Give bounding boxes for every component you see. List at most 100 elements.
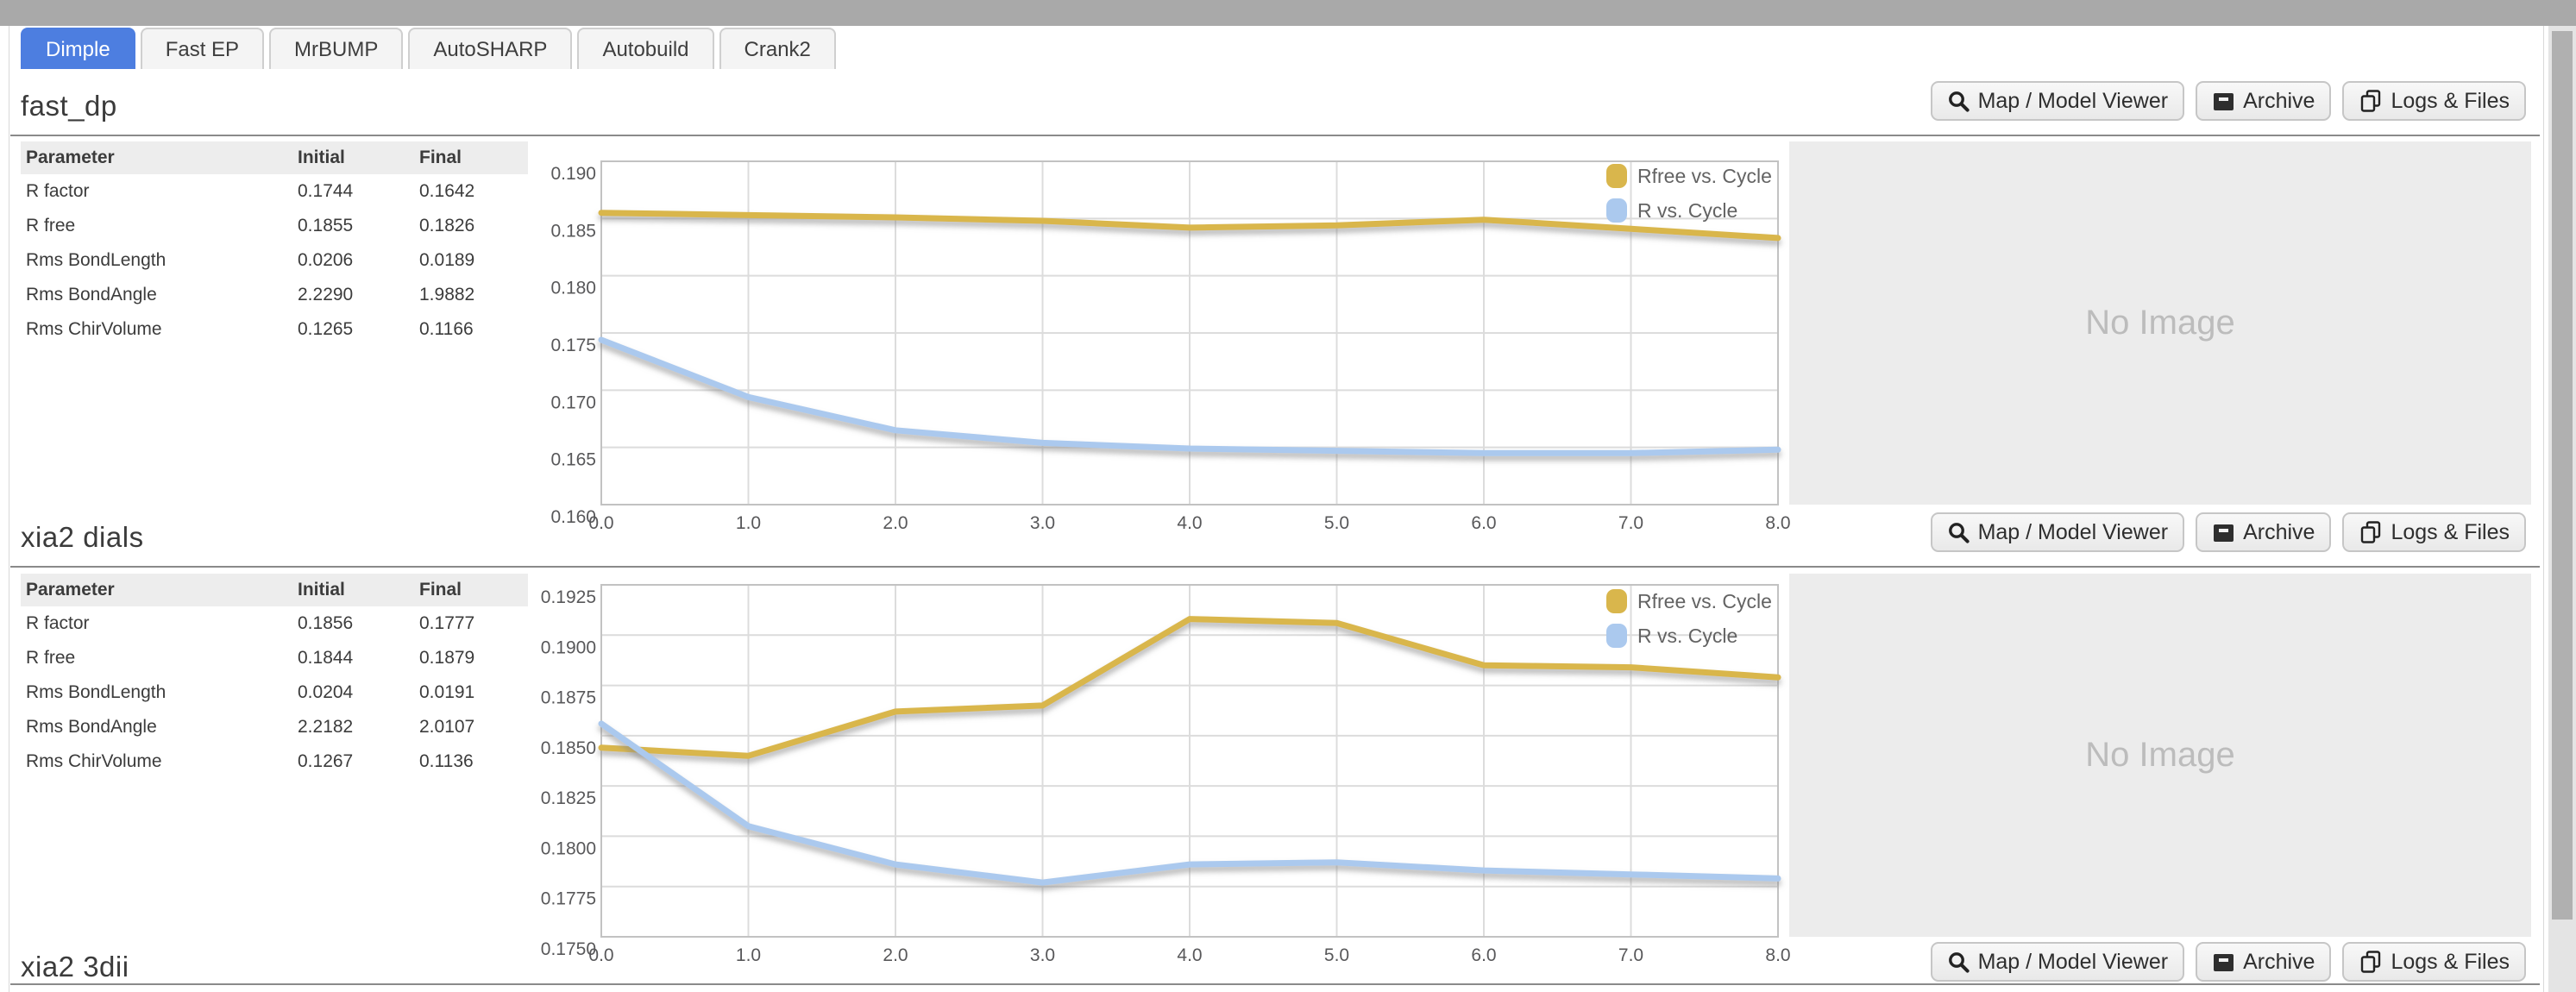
parameter-table-xia2-dials: Parameter Initial Final R factor 0.1856 0.… [21,574,528,779]
table-row: Rms ChirVolume 0.1267 0.1136 [26,751,474,771]
section-actions-xia2-3dii: Map / Model Viewer Archive Logs & Files [1930,942,2526,982]
svg-text:8.0: 8.0 [1765,513,1790,533]
tab-bar: Dimple Fast EP MrBUMP AutoSHARP Autobuild Cra… [21,28,836,69]
svg-text:3.0: 3.0 [1030,945,1055,965]
svg-text:0.1850: 0.1850 [541,738,596,758]
button-label: Map / Model Viewer [1977,949,2169,974]
no-image-label: No Image [2085,736,2235,774]
section-divider [10,135,2540,136]
copy-pages-icon [2359,520,2383,544]
section-divider [10,983,2540,985]
svg-text:0.1825: 0.1825 [541,788,596,808]
svg-text:0.1775: 0.1775 [541,889,596,909]
tab-autobuild[interactable]: Autobuild [577,28,714,69]
svg-text:5.0: 5.0 [1324,513,1349,533]
table-row: Rms ChirVolume 0.1265 0.1166 [26,319,474,339]
button-label: Map / Model Viewer [1977,88,2169,113]
button-label: Logs & Files [2391,949,2510,974]
table-header-row: Parameter Initial Final [21,141,528,174]
col-final: Final [419,148,462,167]
svg-text:7.0: 7.0 [1618,945,1643,965]
table-row: R free 0.1855 0.1826 [26,216,475,235]
tab-crank2[interactable]: Crank2 [719,28,836,69]
refinement-chart-fast-dp: 0.0 1.0 2.0 3.0 4.0 5.0 6.0 7.0 8.0 0.160 0.165 0.1… [550,160,1791,533]
table-row: R factor 0.1744 0.1642 [26,181,475,201]
button-label: Archive [2243,88,2315,113]
map-model-viewer-button[interactable]: Map / Model Viewer [1930,942,2185,982]
svg-text:0.190: 0.190 [550,164,596,184]
table-row: Rms BondAngle 2.2182 2.0107 [26,717,475,737]
svg-text:0.180: 0.180 [550,279,596,298]
button-label: Logs & Files [2391,88,2510,113]
archive-button[interactable]: Archive [2196,512,2332,552]
svg-text:1.0: 1.0 [736,513,761,533]
archive-box-icon [2212,90,2235,113]
col-parameter: Parameter [26,148,115,167]
logs-files-button[interactable]: Logs & Files [2342,512,2526,552]
tab-autosharp[interactable]: AutoSHARP [408,28,573,69]
svg-text:3.0: 3.0 [1030,513,1055,533]
table-row: R free 0.1844 0.1879 [26,648,475,668]
map-model-viewer-button[interactable]: Map / Model Viewer [1930,512,2185,552]
svg-text:4.0: 4.0 [1177,945,1202,965]
parameter-table-fast-dp: Parameter Initial Final R factor 0.1744 0.… [21,141,528,347]
table-header-row: Parameter Initial Final [21,574,528,606]
svg-text:6.0: 6.0 [1471,945,1496,965]
table-row: Rms BondLength 0.0204 0.0191 [26,682,475,702]
svg-text:0.0: 0.0 [588,513,613,533]
scrollbar[interactable] [2548,26,2576,992]
button-label: Archive [2243,949,2315,974]
svg-text:R vs. Cycle: R vs. Cycle [1637,199,1737,222]
section-actions-xia2-dials: Map / Model Viewer Archive Logs & Files [1930,512,2526,552]
no-image-label: No Image [2085,304,2235,342]
search-icon [1947,521,1970,544]
svg-text:8.0: 8.0 [1765,945,1790,965]
window-top-bar [0,0,2576,26]
svg-text:0.185: 0.185 [550,221,596,241]
no-image-placeholder: No Image [1789,574,2531,937]
svg-text:4.0: 4.0 [1177,513,1202,533]
archive-button[interactable]: Archive [2196,81,2332,121]
section-divider [10,566,2540,568]
svg-text:0.1925: 0.1925 [541,587,596,607]
scrollbar-thumb[interactable] [2552,31,2573,920]
no-image-placeholder: No Image [1789,141,2531,505]
tab-dimple[interactable]: Dimple [21,28,135,69]
archive-box-icon [2212,951,2235,974]
svg-text:0.1875: 0.1875 [541,688,596,708]
svg-text:5.0: 5.0 [1324,945,1349,965]
svg-text:7.0: 7.0 [1618,513,1643,533]
archive-button[interactable]: Archive [2196,942,2332,982]
section-title-fast-dp: fast_dp [21,90,117,122]
col-initial: Initial [298,580,345,600]
svg-text:0.1750: 0.1750 [541,939,596,959]
search-icon [1947,90,1970,113]
svg-text:0.175: 0.175 [550,336,596,355]
svg-text:0.170: 0.170 [550,392,596,412]
button-label: Map / Model Viewer [1977,519,2169,544]
copy-pages-icon [2359,950,2383,974]
button-label: Logs & Files [2391,519,2510,544]
col-final: Final [419,580,462,600]
svg-text:R vs. Cycle: R vs. Cycle [1637,625,1737,647]
col-parameter: Parameter [26,580,115,600]
tab-fast-ep[interactable]: Fast EP [140,28,265,69]
svg-text:Rfree vs. Cycle: Rfree vs. Cycle [1637,165,1772,187]
logs-files-button[interactable]: Logs & Files [2342,81,2526,121]
button-label: Archive [2243,519,2315,544]
refinement-chart-xia2-dials: 0.0 1.0 2.0 3.0 4.0 5.0 6.0 7.0 8.0 0.1750 0.1775 0… [541,584,1791,965]
svg-text:2.0: 2.0 [883,945,908,965]
table-row: Rms BondAngle 2.2290 1.9882 [26,285,475,305]
archive-box-icon [2212,521,2235,544]
logs-files-button[interactable]: Logs & Files [2342,942,2526,982]
panel-right-border [2543,26,2544,992]
svg-text:0.160: 0.160 [550,507,596,527]
section-title-xia2-3dii: xia2 3dii [21,951,129,983]
svg-text:2.0: 2.0 [883,513,908,533]
tab-mrbump[interactable]: MrBUMP [269,28,404,69]
svg-text:0.0: 0.0 [588,945,613,965]
table-row: Rms BondLength 0.0206 0.0189 [26,250,475,270]
section-title-xia2-dials: xia2 dials [21,521,144,553]
map-model-viewer-button[interactable]: Map / Model Viewer [1930,81,2185,121]
